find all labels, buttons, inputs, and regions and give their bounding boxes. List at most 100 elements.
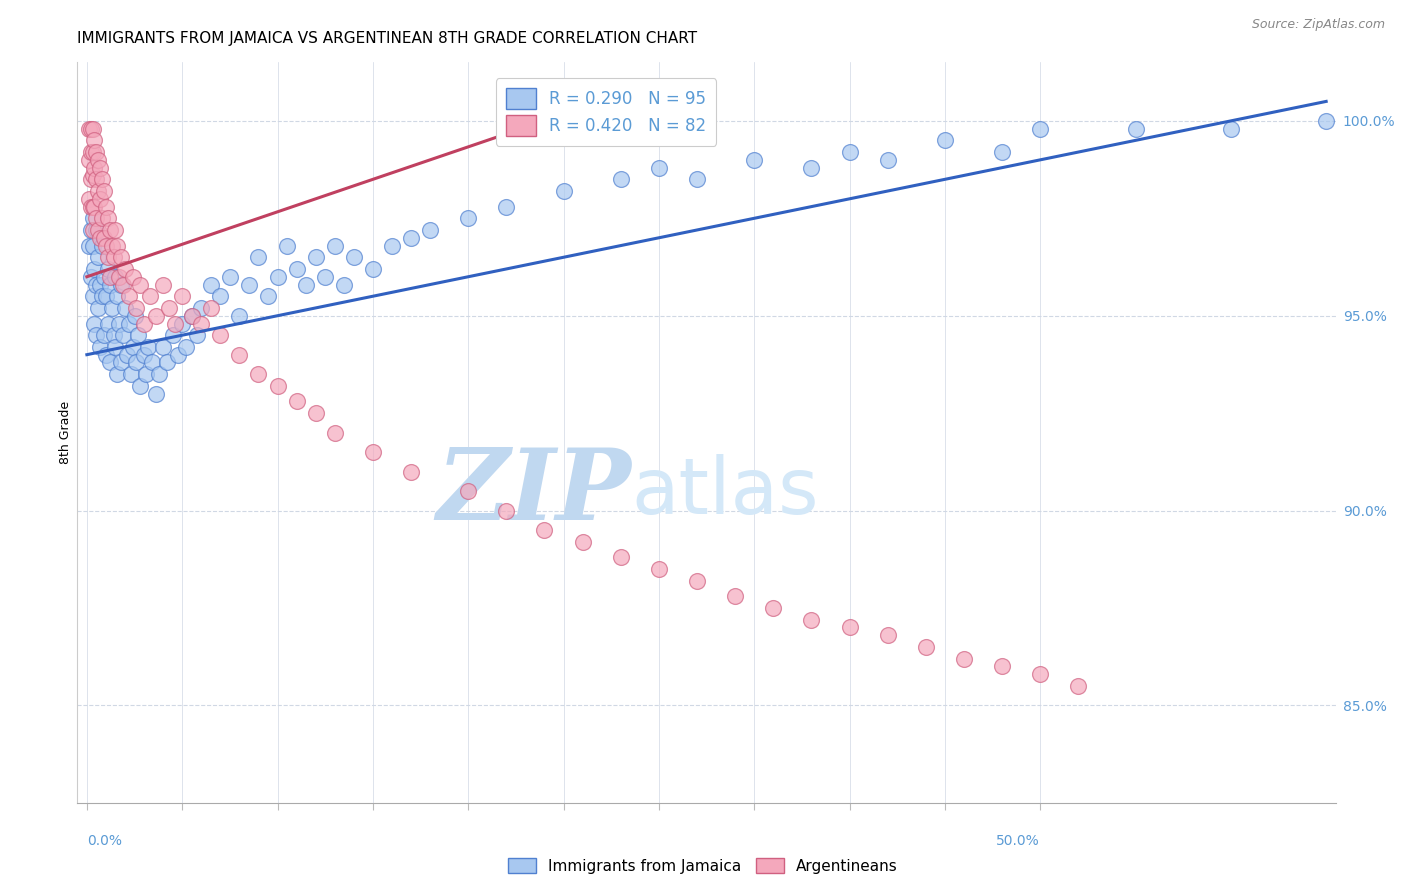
Point: [89, 161, 111, 175]
Point: [571, 534, 593, 549]
Point: [156, 355, 179, 369]
Point: [98, 223, 121, 237]
Point: [97, 262, 120, 277]
Point: [121, 340, 143, 354]
Point: [87, 223, 110, 237]
Point: [167, 348, 190, 362]
Point: [305, 250, 328, 264]
Point: [141, 355, 163, 369]
Point: [91, 238, 114, 252]
Point: [110, 277, 132, 292]
Point: [285, 394, 308, 409]
Point: [876, 628, 898, 642]
Point: [82, 145, 104, 159]
Point: [118, 289, 141, 303]
Point: [129, 379, 152, 393]
Point: [77, 121, 100, 136]
Text: 0.0%: 0.0%: [87, 834, 122, 848]
Point: [152, 277, 174, 292]
Point: [87, 250, 110, 264]
Point: [94, 200, 117, 214]
Point: [323, 238, 346, 252]
Point: [89, 277, 111, 292]
Point: [157, 301, 180, 315]
Point: [87, 184, 110, 198]
Point: [180, 309, 202, 323]
Point: [1029, 667, 1052, 681]
Point: [876, 153, 898, 167]
Point: [686, 172, 709, 186]
Point: [648, 161, 671, 175]
Point: [172, 289, 194, 303]
Point: [209, 328, 232, 343]
Point: [79, 145, 101, 159]
Point: [457, 211, 479, 226]
Point: [118, 317, 141, 331]
Point: [79, 269, 101, 284]
Point: [1067, 679, 1090, 693]
Point: [98, 277, 121, 292]
Point: [82, 223, 104, 237]
Point: [1219, 121, 1241, 136]
Point: [1029, 121, 1052, 136]
Point: [495, 503, 517, 517]
Point: [82, 200, 104, 214]
Point: [323, 425, 346, 440]
Point: [200, 301, 222, 315]
Point: [343, 250, 366, 264]
Point: [145, 309, 167, 323]
Point: [86, 145, 108, 159]
Point: [97, 317, 120, 331]
Point: [174, 340, 197, 354]
Point: [120, 367, 142, 381]
Point: [914, 640, 936, 654]
Point: [93, 184, 115, 198]
Point: [83, 133, 105, 147]
Point: [247, 250, 270, 264]
Point: [82, 169, 104, 183]
Point: [94, 238, 117, 252]
Point: [399, 231, 422, 245]
Y-axis label: 8th Grade: 8th Grade: [59, 401, 72, 464]
Point: [800, 161, 823, 175]
Text: ZIP: ZIP: [436, 443, 631, 540]
Point: [115, 348, 138, 362]
Point: [91, 211, 114, 226]
Point: [86, 277, 108, 292]
Point: [97, 211, 120, 226]
Point: [124, 309, 146, 323]
Point: [100, 238, 122, 252]
Point: [91, 172, 114, 186]
Point: [180, 309, 202, 323]
Point: [247, 367, 270, 381]
Point: [86, 172, 108, 186]
Point: [648, 562, 671, 576]
Point: [533, 523, 555, 537]
Point: [209, 289, 232, 303]
Point: [381, 238, 404, 252]
Point: [93, 231, 115, 245]
Point: [132, 348, 155, 362]
Point: [87, 301, 110, 315]
Point: [108, 269, 131, 284]
Point: [266, 269, 288, 284]
Point: [186, 328, 208, 343]
Point: [838, 145, 860, 159]
Point: [686, 574, 709, 588]
Point: [112, 277, 135, 292]
Point: [742, 153, 765, 167]
Point: [103, 250, 125, 264]
Point: [89, 231, 111, 245]
Point: [89, 340, 111, 354]
Point: [105, 238, 128, 252]
Point: [135, 367, 157, 381]
Point: [190, 301, 212, 315]
Point: [314, 269, 336, 284]
Legend: R = 0.290   N = 95, R = 0.420   N = 82: R = 0.290 N = 95, R = 0.420 N = 82: [496, 78, 716, 145]
Point: [86, 223, 108, 237]
Point: [238, 277, 260, 292]
Point: [228, 309, 250, 323]
Text: IMMIGRANTS FROM JAMAICA VS ARGENTINEAN 8TH GRADE CORRELATION CHART: IMMIGRANTS FROM JAMAICA VS ARGENTINEAN 8…: [77, 31, 697, 46]
Point: [457, 484, 479, 499]
Point: [89, 192, 111, 206]
